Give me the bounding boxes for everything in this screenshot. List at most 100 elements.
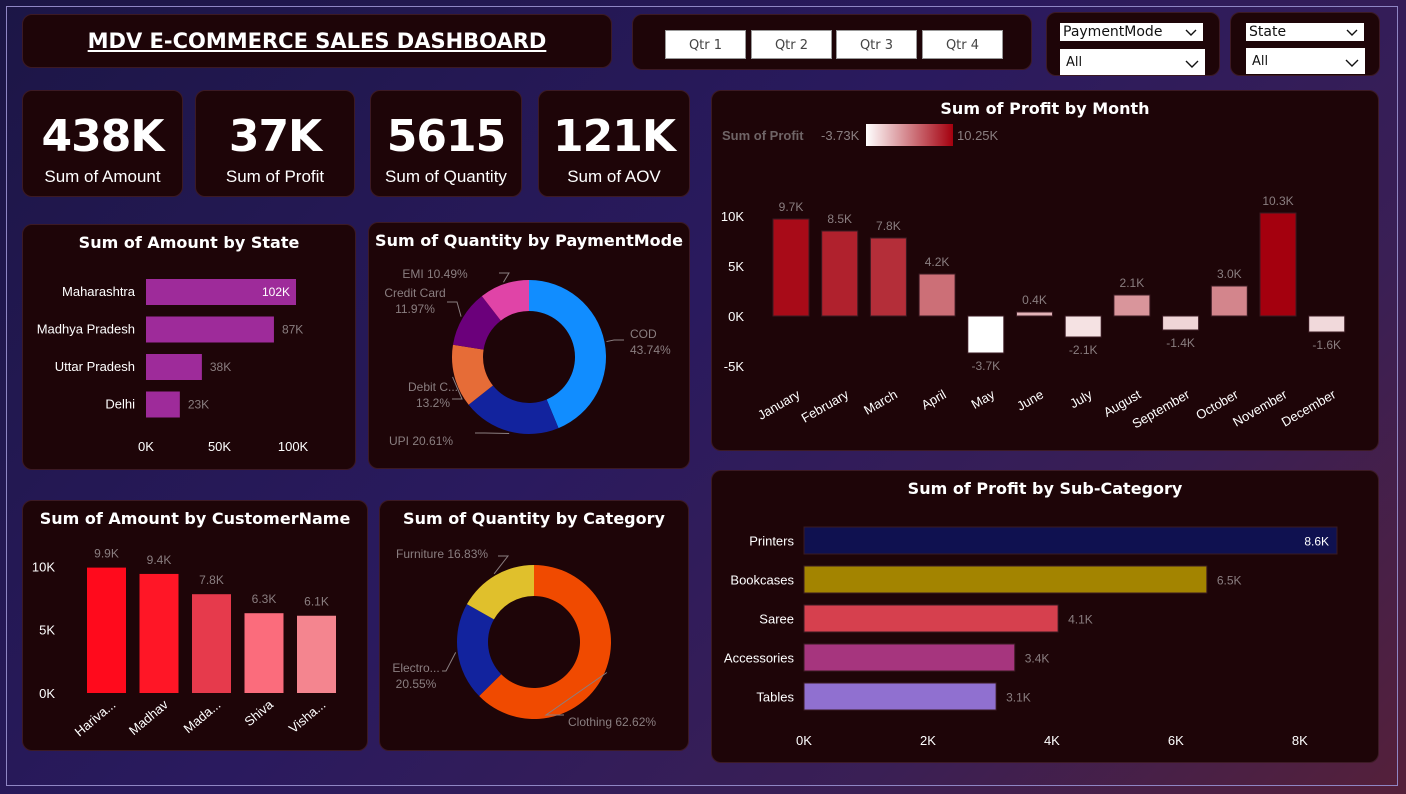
x-tick-label: Hariva... — [72, 697, 119, 740]
bar-value-label: 9.7K — [779, 200, 804, 214]
chart-title: Sum of Quantity by PaymentMode — [375, 231, 683, 250]
slice-label: COD — [630, 327, 657, 341]
bar-category-label: Accessories — [724, 651, 795, 666]
x-tick-label: 0K — [796, 733, 812, 748]
bar-value-label: -1.4K — [1166, 336, 1195, 350]
quantity-by-paymentmode-chart: COD 43.74% UPI 20.61% Debit C... 13.2% Credit… — [384, 267, 671, 448]
slice-label: Debit C... — [408, 380, 458, 394]
bar-category-label: Madhya Pradesh — [37, 322, 135, 337]
bar — [1308, 315, 1346, 333]
slice-value-label: 11.97% — [395, 302, 435, 316]
page-title: MDV E-COMMERCE SALES DASHBOARD — [87, 29, 547, 53]
legend-title: Sum of Profit — [722, 128, 804, 143]
bar — [1064, 315, 1102, 338]
state-slicer-label: State — [1249, 24, 1287, 40]
bar-category-label: Maharashtra — [62, 284, 136, 299]
bar-value-label: 6.1K — [304, 595, 329, 609]
kpi-value: 37K — [228, 111, 322, 162]
x-tick-label: 4K — [1044, 733, 1060, 748]
state-selected-value: All — [1252, 54, 1269, 69]
y-tick-label: 0K — [728, 309, 744, 324]
kpi-value: 438K — [41, 111, 165, 162]
bar — [297, 615, 336, 693]
x-tick-label: May — [969, 386, 998, 412]
quarter-slicer: Qtr 1 Qtr 2 Qtr 3 Qtr 4 — [632, 14, 1032, 70]
slice-label: Clothing 62.62% — [568, 715, 656, 729]
paymentmode-selected-value: All — [1066, 55, 1083, 70]
kpi-label: Sum of Quantity — [385, 167, 507, 186]
bar-value-label: 3.4K — [1025, 652, 1050, 666]
chart-title: Sum of Amount by State — [78, 233, 300, 252]
donut-slice — [529, 280, 606, 429]
bar-category-label: Delhi — [105, 397, 135, 412]
qtr-2-button[interactable]: Qtr 2 — [751, 30, 832, 59]
chart-title: Sum of Quantity by Category — [403, 509, 665, 528]
kpi-card-aov: 121K Sum of AOV — [538, 90, 690, 197]
bar-value-label: 6.5K — [1217, 574, 1242, 588]
bar-value-label: 10.3K — [1262, 194, 1293, 208]
x-tick-label: 8K — [1292, 733, 1308, 748]
kpi-card-quantity: 5615 Sum of Quantity — [370, 90, 522, 197]
bar-value-label: -1.6K — [1312, 338, 1341, 352]
slice-value-label: 43.74% — [630, 343, 671, 357]
x-tick-label: March — [861, 387, 900, 418]
slice-value-label: 13.2% — [416, 396, 450, 410]
bar-value-label: 87K — [282, 323, 303, 337]
leader-line — [442, 652, 457, 672]
kpi-label: Sum of Amount — [44, 167, 161, 186]
bar-value-label: 102K — [262, 285, 290, 299]
leader-line — [493, 555, 510, 575]
quantity-by-paymentmode-panel: Sum of Quantity by PaymentMode COD 43.74%… — [368, 222, 690, 469]
leader-line — [447, 301, 462, 317]
leader-line — [606, 339, 624, 343]
profit-by-month-panel: Sum of Profit by Month Sum of Profit -3.7… — [711, 90, 1379, 451]
paymentmode-slicer: PaymentMode All — [1046, 12, 1220, 76]
x-tick-label: 6K — [1168, 733, 1184, 748]
bar-value-label: 4.2K — [925, 255, 950, 269]
qtr-3-button[interactable]: Qtr 3 — [836, 30, 917, 59]
qtr-4-button[interactable]: Qtr 4 — [922, 30, 1003, 59]
kpi-value: 5615 — [386, 111, 506, 162]
paymentmode-slicer-header[interactable]: PaymentMode — [1060, 23, 1203, 41]
bar — [1259, 212, 1297, 317]
amount-by-customer-panel: Sum of Amount by CustomerName 0K 5K 10K 9.9… — [22, 500, 368, 751]
donut-slice — [452, 296, 501, 350]
slice-label: Electro... — [392, 661, 439, 675]
leader-line — [544, 672, 608, 716]
state-slicer-header[interactable]: State — [1246, 23, 1364, 41]
bar — [87, 567, 126, 693]
donut-slice — [452, 344, 493, 405]
bar — [821, 230, 859, 317]
profit-by-subcategory-panel: Sum of Profit by Sub-Category Printers 8.… — [711, 470, 1379, 763]
leader-line — [499, 272, 510, 283]
x-tick-label: 0K — [138, 439, 154, 454]
donut-slice — [481, 280, 529, 321]
title-panel: MDV E-COMMERCE SALES DASHBOARD — [22, 14, 612, 68]
paymentmode-dropdown[interactable]: All — [1060, 49, 1205, 75]
x-tick-label: February — [799, 386, 852, 425]
bar-value-label: 6.3K — [252, 592, 277, 606]
bar-category-label: Bookcases — [730, 573, 794, 588]
chart-title: Sum of Amount by CustomerName — [39, 509, 351, 528]
chart-title: Sum of Profit by Month — [940, 99, 1150, 118]
bar — [803, 565, 1208, 594]
bar — [146, 316, 274, 343]
bar — [772, 218, 810, 317]
slice-label: Credit Card — [384, 286, 445, 300]
donut-slice — [479, 565, 611, 719]
profit-by-month-chart: Sum of Profit -3.73K 10.25K -5K 0K 5K 10K 9.7K J… — [721, 124, 1346, 431]
quantity-by-category-chart: Clothing 62.62% Electro... 20.55% Furniture… — [392, 547, 656, 729]
bar-value-label: 2.1K — [1120, 276, 1145, 290]
bar-category-label: Uttar Pradesh — [55, 359, 135, 374]
slice-value-label: 20.55% — [396, 677, 437, 691]
bar — [803, 682, 997, 711]
bar — [146, 391, 180, 418]
chevron-down-icon — [1185, 54, 1199, 82]
qtr-1-button[interactable]: Qtr 1 — [665, 30, 746, 59]
kpi-value: 121K — [553, 111, 676, 162]
kpi-card-profit: 37K Sum of Profit — [195, 90, 355, 197]
bar — [1016, 311, 1053, 317]
bar-value-label: 9.4K — [147, 553, 172, 567]
state-dropdown[interactable]: All — [1246, 48, 1365, 74]
x-tick-label: April — [919, 387, 949, 413]
